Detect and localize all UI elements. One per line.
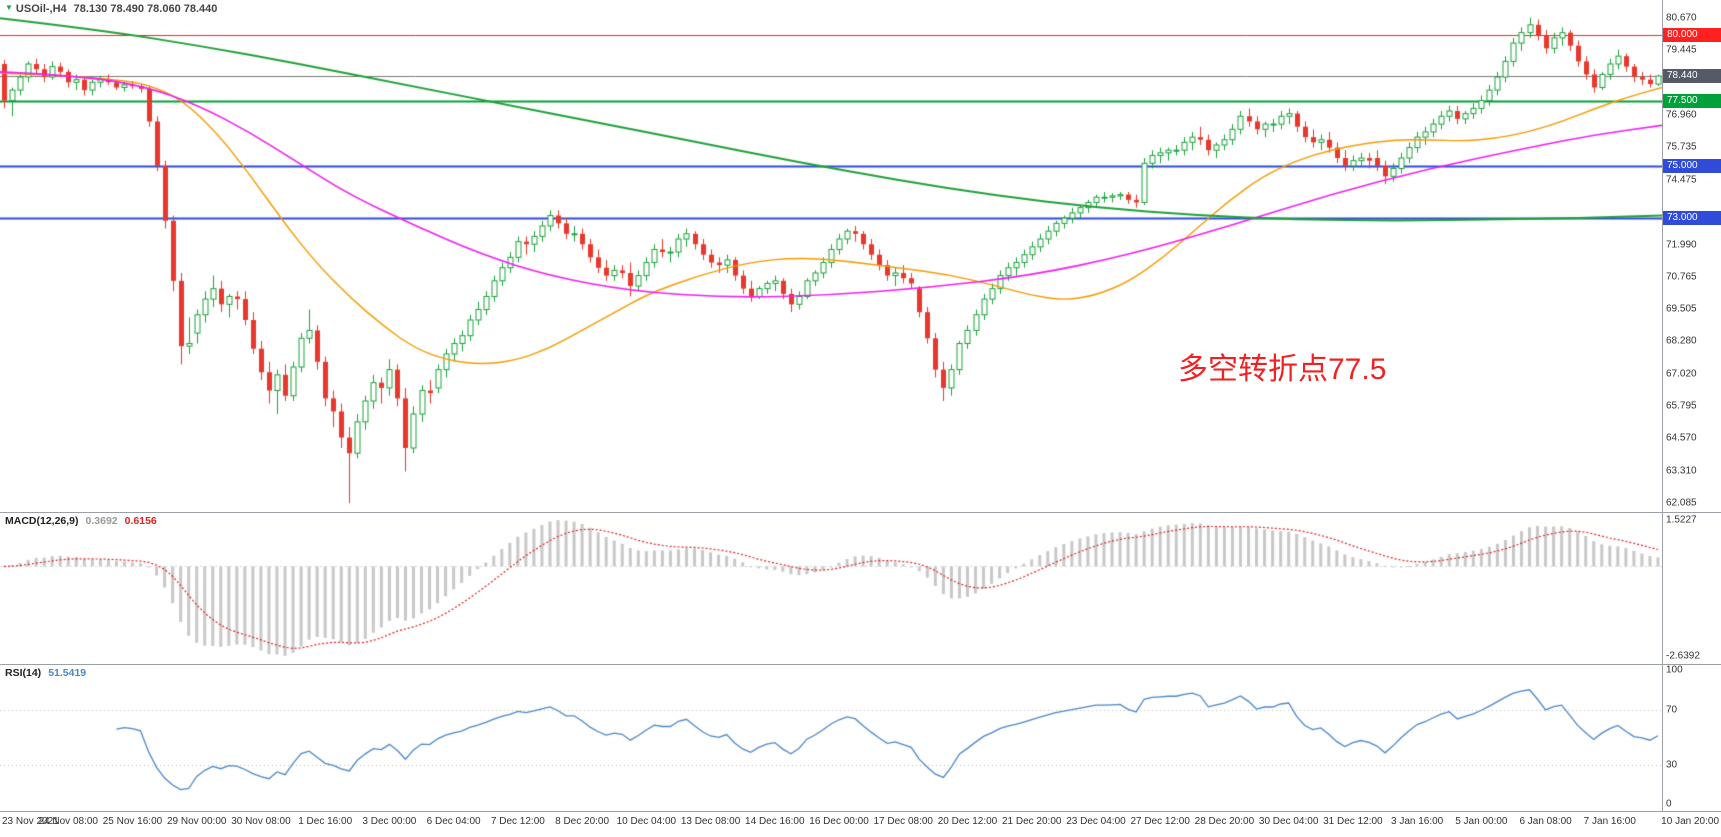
price-tick: 75.735 [1666,141,1697,153]
rsi-axis-label: 30 [1666,759,1678,771]
price-tick: 74.475 [1666,174,1697,186]
price-line-label: 78.440 [1663,69,1721,84]
price-tick: 65.795 [1666,400,1697,412]
rsi-name: RSI(14) [5,667,42,679]
time-label: 3 Jan 16:00 [1390,816,1444,827]
time-label: 25 Nov 16:00 [102,816,163,827]
macd-axis[interactable]: 1.5227 -2.6392 [1663,512,1721,664]
time-label: 6 Dec 04:00 [426,816,481,827]
time-label: 10 Dec 04:00 [616,816,677,827]
annotation-text: 多空转折点77.5 [1178,353,1387,386]
price-tick: 67.020 [1666,368,1697,380]
price-line-label: 73.000 [1663,211,1721,226]
rsi-canvas[interactable] [0,664,1662,811]
time-label: 23 Nov 2021 [2,816,59,827]
price-tick: 64.570 [1666,432,1697,444]
macd-name: MACD(12,26,9) [5,515,79,527]
rsi-label: RSI(14) 51.5419 [5,667,86,679]
price-tick: 79.445 [1666,44,1697,56]
time-label: 30 Dec 04:00 [1258,816,1319,827]
time-label: 7 Dec 12:00 [490,816,545,827]
time-label: 28 Dec 20:00 [1194,816,1255,827]
time-label: 14 Dec 16:00 [745,816,805,827]
time-label: 8 Dec 20:00 [555,816,610,827]
time-label: 23 Dec 04:00 [1066,816,1126,827]
rsi-pane: RSI(14) 51.5419 100 70 30 0 [0,664,1721,811]
pane-separator [0,811,1721,812]
time-label: 21 Dec 20:00 [1001,816,1062,827]
price-tick: 69.505 [1666,303,1697,315]
pane-separator [0,512,1721,513]
time-label: 16 Dec 00:00 [809,816,869,827]
rsi-axis-label: 70 [1666,704,1678,716]
price-tick: 80.670 [1666,12,1697,24]
axis-separator [1662,0,1663,811]
macd-signal-value: 0.6156 [124,515,157,527]
time-label: 17 Dec 08:00 [873,816,934,827]
time-label: 10 Jan 20:00 [1661,816,1719,827]
chart-title: ▼ USOil-,H4 78.130 78.490 78.060 78.440 [5,3,217,15]
time-label: 1 Dec 16:00 [298,816,353,827]
macd-axis-min: -2.6392 [1666,650,1700,662]
time-label: 3 Dec 00:00 [362,816,417,827]
chart-symbol-period: USOil-,H4 [15,3,67,15]
time-label: 30 Nov 08:00 [231,816,291,827]
symbol-marker-icon: ▼ [5,3,13,12]
chart-ohlc-values: 78.130 78.490 78.060 78.440 [73,3,218,15]
time-label: 20 Dec 12:00 [937,816,998,827]
macd-main-value: 0.3692 [85,515,118,527]
macd-canvas[interactable] [0,512,1662,664]
main-chart-pane: ▼ USOil-,H4 78.130 78.490 78.060 78.440 多空… [0,0,1721,512]
price-tick: 76.960 [1666,109,1697,121]
price-tick: 68.280 [1666,335,1697,347]
price-line-label: 80.000 [1663,28,1721,43]
rsi-axis[interactable]: 100 70 30 0 [1663,664,1721,811]
main-chart-canvas[interactable] [0,0,1662,512]
rsi-axis-label: 100 [1666,664,1683,676]
macd-pane: MACD(12,26,9) 0.3692 0.6156 1.5227 -2.6392 [0,512,1721,664]
rsi-axis-label: 0 [1666,798,1672,810]
time-label: 31 Dec 12:00 [1323,816,1383,827]
price-tick: 70.765 [1666,271,1697,282]
time-label: 6 Jan 08:00 [1519,816,1572,827]
price-tick: 63.310 [1666,465,1697,477]
time-label: 13 Dec 08:00 [680,816,741,827]
time-axis[interactable]: 23 Nov 2021 24 Nov 08:00 25 Nov 16:00 29 No… [0,811,1721,837]
time-label: 5 Jan 00:00 [1455,816,1508,827]
price-line-label: 77.500 [1663,93,1721,108]
price-axis[interactable]: 80.670 79.445 76.960 75.735 74.475 71.990 70.7… [1663,0,1721,512]
time-label: 24 Nov 08:00 [38,816,98,827]
macd-label: MACD(12,26,9) 0.3692 0.6156 [5,515,157,527]
macd-axis-max: 1.5227 [1666,514,1697,526]
price-tick: 62.085 [1666,497,1697,509]
price-line-label: 75.000 [1663,158,1721,173]
pane-separator [0,664,1721,665]
price-tick: 71.990 [1666,239,1697,250]
time-label: 29 Nov 00:00 [166,816,227,827]
time-label: 7 Jan 16:00 [1583,816,1636,827]
rsi-value: 51.5419 [48,667,87,679]
time-label: 27 Dec 12:00 [1130,816,1190,827]
